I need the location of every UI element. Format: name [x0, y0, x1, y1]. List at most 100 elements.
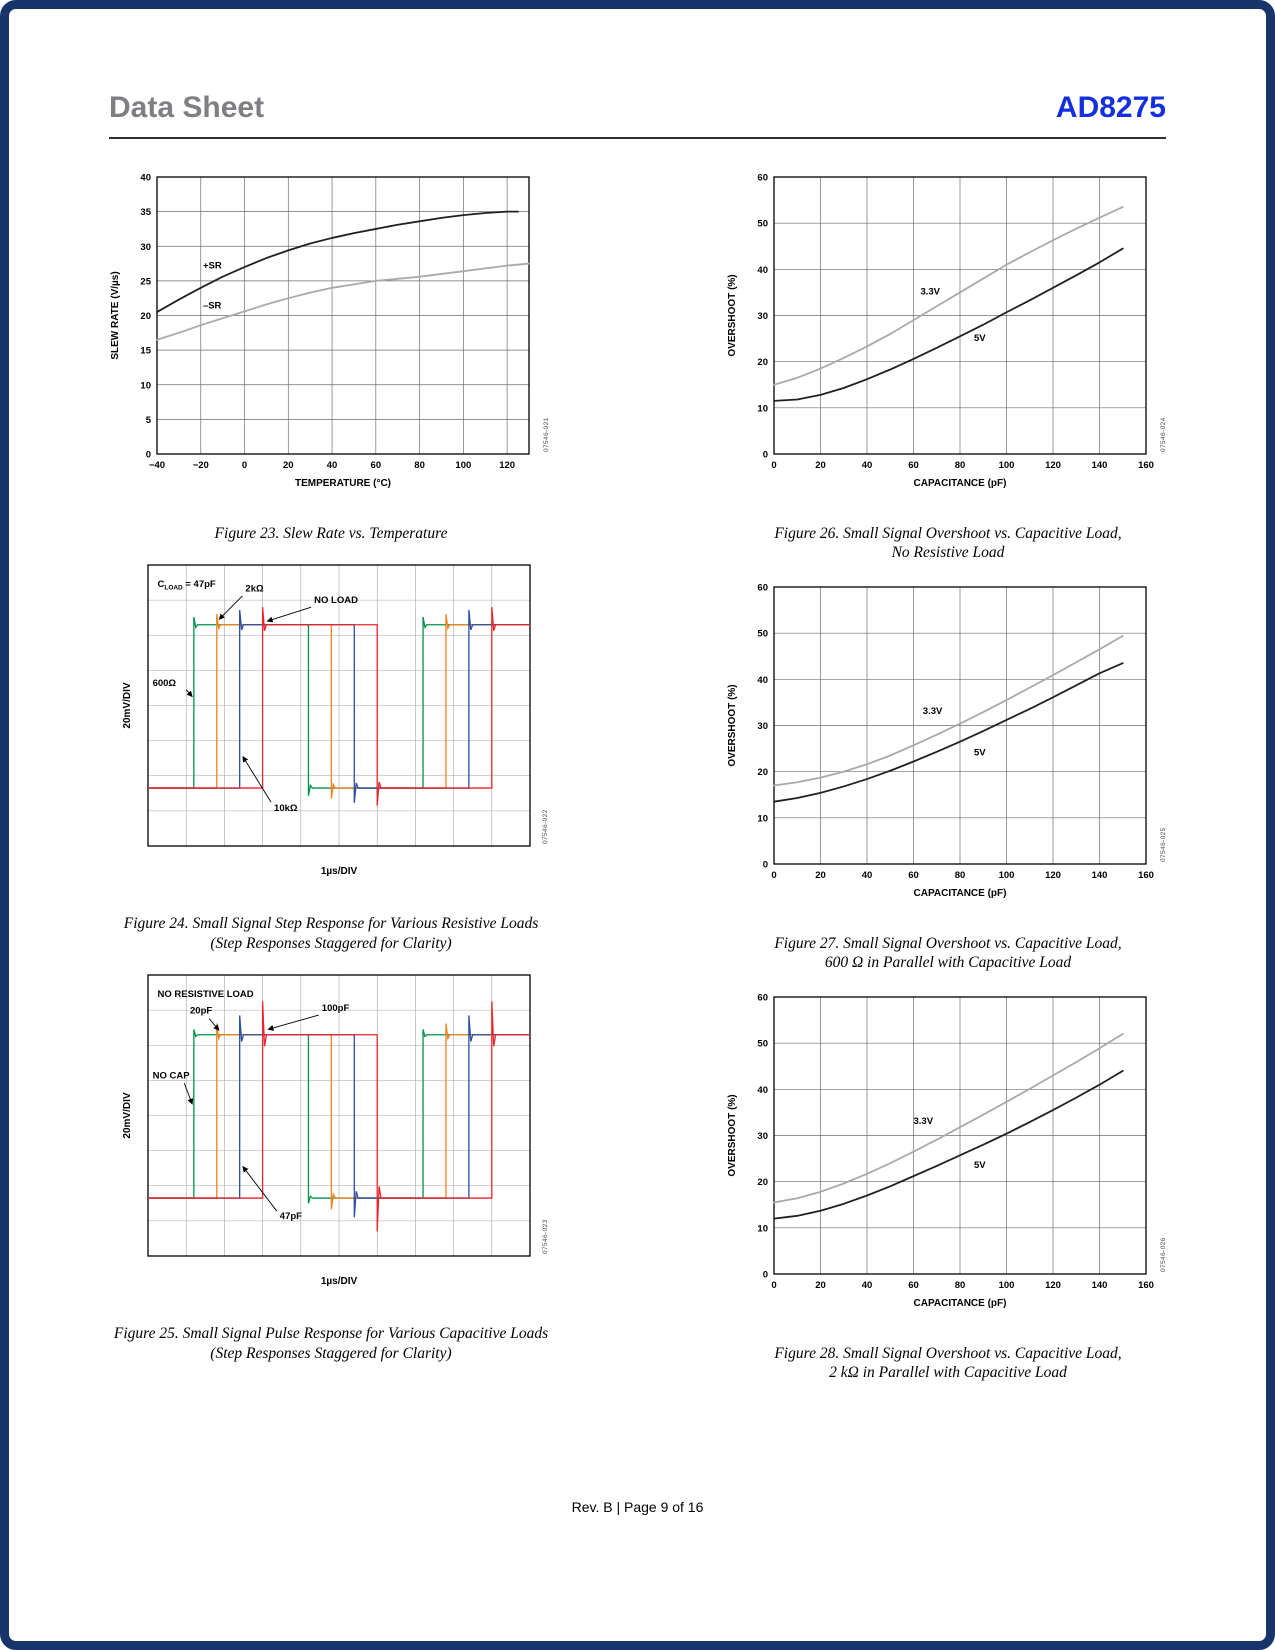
svg-text:60: 60 — [908, 1280, 919, 1291]
svg-text:40: 40 — [757, 1084, 768, 1095]
svg-text:40: 40 — [757, 675, 768, 686]
svg-text:3.3V: 3.3V — [920, 287, 940, 298]
svg-text:100pF: 100pF — [322, 1003, 350, 1014]
svg-text:CAPACITANCE (pF): CAPACITANCE (pF) — [914, 478, 1007, 489]
svg-text:5V: 5V — [974, 747, 986, 758]
svg-text:120: 120 — [1045, 870, 1061, 881]
svg-text:NO RESISTIVE LOAD: NO RESISTIVE LOAD — [158, 989, 254, 1000]
svg-text:100: 100 — [999, 1280, 1015, 1291]
svg-text:5V: 5V — [974, 1159, 986, 1170]
figure-23: −40 −20 0 20 40 60 80 100 120 0 5 10 15 20 25 30 35 40 TEM… — [105, 167, 557, 543]
svg-text:80: 80 — [414, 460, 425, 471]
svg-text:30: 30 — [757, 721, 768, 732]
svg-text:160: 160 — [1138, 870, 1154, 881]
svg-text:OVERSHOOT (%): OVERSHOOT (%) — [727, 274, 738, 356]
svg-text:100: 100 — [999, 460, 1015, 471]
figure-23-caption: Figure 23. Slew Rate vs. Temperature — [215, 524, 448, 543]
overshoot-600ohm-chart: 0 20 40 60 80 100 120 140 160 0 10 20 30 40 50 60 CAPACI… — [727, 582, 1167, 899]
svg-text:50: 50 — [757, 628, 768, 639]
svg-text:07546-023: 07546-023 — [542, 1219, 549, 1254]
caption-line: Figure 26. Small Signal Overshoot vs. Ca… — [774, 525, 1122, 542]
svg-text:1µs/DIV: 1µs/DIV — [321, 1276, 358, 1287]
svg-text:07546-024: 07546-024 — [1160, 417, 1167, 452]
svg-text:TEMPERATURE (°C): TEMPERATURE (°C) — [295, 478, 391, 489]
svg-text:80: 80 — [955, 1280, 966, 1291]
svg-text:CAPACITANCE (pF): CAPACITANCE (pF) — [914, 1298, 1007, 1309]
svg-text:60: 60 — [908, 870, 919, 881]
svg-text:30: 30 — [140, 242, 151, 253]
figure-25-caption: Figure 25. Small Signal Pulse Response f… — [114, 1324, 548, 1363]
part-number: AD8275 — [1055, 91, 1166, 124]
overshoot-no-load-chart: 0 20 40 60 80 100 120 140 160 0 10 20 30 40 50 60 CAPACI… — [727, 173, 1167, 490]
right-column: 0 20 40 60 80 100 120 140 160 0 10 20 30 40 50 60 CAPACI… — [722, 167, 1174, 1396]
svg-text:160: 160 — [1138, 460, 1154, 471]
svg-text:20: 20 — [757, 767, 768, 778]
svg-text:20: 20 — [283, 460, 294, 471]
svg-text:50: 50 — [757, 219, 768, 230]
svg-text:2kΩ: 2kΩ — [245, 584, 264, 595]
svg-text:20: 20 — [815, 1280, 826, 1291]
svg-text:20: 20 — [140, 311, 151, 322]
pulse-response-scope-chart: NO RESISTIVE LOAD 20pF 100pF NO CAP 47pF 1µs/… — [122, 974, 549, 1287]
svg-text:0: 0 — [146, 450, 151, 461]
svg-text:−40: −40 — [149, 460, 165, 471]
svg-text:0: 0 — [763, 859, 768, 870]
svg-text:50: 50 — [757, 1038, 768, 1049]
svg-text:0: 0 — [771, 870, 776, 881]
page-header: Data Sheet AD8275 — [9, 9, 1266, 123]
svg-text:140: 140 — [1092, 870, 1108, 881]
svg-text:25: 25 — [140, 276, 151, 287]
caption-line: No Resistive Load — [891, 544, 1005, 562]
svg-text:40: 40 — [862, 1280, 873, 1291]
svg-text:10kΩ: 10kΩ — [274, 803, 298, 814]
figure-28: 0 20 40 60 80 100 120 140 160 0 10 20 30 40 50 60 CAPACI… — [722, 987, 1174, 1383]
svg-text:1µs/DIV: 1µs/DIV — [321, 866, 358, 877]
svg-text:20: 20 — [757, 357, 768, 368]
svg-text:160: 160 — [1138, 1280, 1154, 1291]
svg-text:20mV/DIV: 20mV/DIV — [122, 1092, 133, 1138]
svg-text:5: 5 — [146, 415, 152, 426]
svg-text:60: 60 — [757, 173, 768, 184]
svg-text:30: 30 — [757, 1131, 768, 1142]
svg-text:CAPACITANCE (pF): CAPACITANCE (pF) — [914, 888, 1007, 899]
svg-text:100: 100 — [999, 870, 1015, 881]
figure-28-caption: Figure 28. Small Signal Overshoot vs. Ca… — [774, 1344, 1121, 1383]
svg-text:0: 0 — [771, 460, 776, 471]
caption-line: Figure 27. Small Signal Overshoot vs. Ca… — [774, 934, 1122, 952]
svg-text:600Ω: 600Ω — [153, 679, 177, 690]
svg-text:15: 15 — [140, 346, 151, 357]
left-column: −40 −20 0 20 40 60 80 100 120 0 5 10 15 20 25 30 35 40 TEM… — [105, 167, 557, 1396]
svg-text:120: 120 — [499, 460, 515, 471]
svg-text:20: 20 — [815, 870, 826, 881]
caption-line: Figure 28. Small Signal Overshoot vs. Ca… — [774, 1344, 1122, 1362]
svg-text:20: 20 — [815, 460, 826, 471]
svg-text:3.3V: 3.3V — [923, 706, 943, 717]
svg-text:100: 100 — [455, 460, 471, 471]
svg-text:60: 60 — [757, 992, 768, 1003]
figure-27: 0 20 40 60 80 100 120 140 160 0 10 20 30 40 50 60 CAPACI… — [722, 577, 1174, 973]
svg-text:10: 10 — [757, 403, 768, 414]
svg-text:−20: −20 — [193, 460, 209, 471]
figures-grid: −40 −20 0 20 40 60 80 100 120 0 5 10 15 20 25 30 35 40 TEM… — [9, 139, 1266, 1396]
svg-text:80: 80 — [955, 870, 966, 881]
svg-text:07546-022: 07546-022 — [542, 810, 549, 845]
caption-line: 2 kΩ in Parallel with Capacitive Load — [829, 1363, 1067, 1381]
doc-type-label: Data Sheet — [109, 91, 265, 124]
figure-24-caption: Figure 24. Small Signal Step Response fo… — [124, 914, 538, 953]
svg-text:+SR: +SR — [203, 260, 222, 271]
svg-text:30: 30 — [757, 311, 768, 322]
svg-text:0: 0 — [763, 1269, 768, 1280]
svg-text:0: 0 — [763, 450, 768, 461]
figure-26-caption: Figure 26. Small Signal Overshoot vs. Ca… — [774, 524, 1121, 563]
svg-text:20pF: 20pF — [190, 1006, 212, 1017]
svg-text:80: 80 — [955, 460, 966, 471]
svg-text:5V: 5V — [974, 333, 986, 344]
svg-text:SLEW RATE (V/µs): SLEW RATE (V/µs) — [110, 271, 121, 359]
svg-text:07546-021: 07546-021 — [543, 417, 550, 452]
svg-text:07546-025: 07546-025 — [1160, 827, 1167, 862]
svg-text:60: 60 — [908, 460, 919, 471]
svg-text:10: 10 — [757, 813, 768, 824]
slew-rate-vs-temperature-chart: −40 −20 0 20 40 60 80 100 120 0 5 10 15 20 25 30 35 40 TEM… — [110, 173, 550, 490]
svg-text:40: 40 — [327, 460, 338, 471]
caption-line: Figure 24. Small Signal Step Response fo… — [123, 915, 539, 933]
